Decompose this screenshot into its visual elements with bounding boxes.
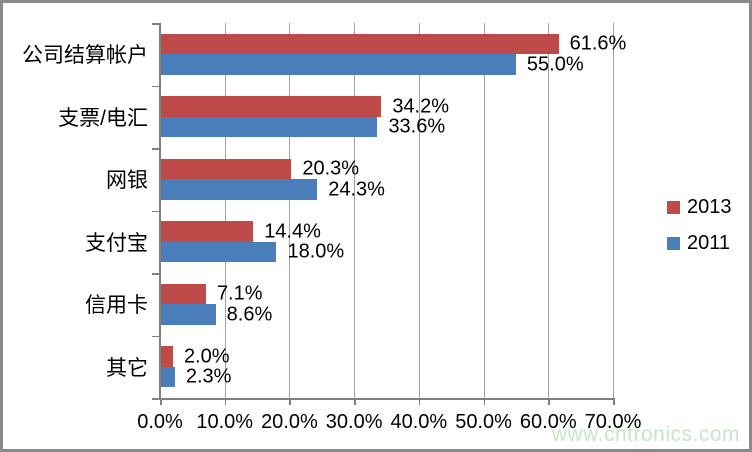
- gridline-40: [418, 23, 420, 398]
- legend-item-2013: 2013: [667, 196, 732, 219]
- value-label-2013-5: 2.0%: [183, 345, 230, 367]
- x-tick-label-40: 40.0%: [390, 411, 448, 433]
- x-axis-tick-40: [418, 398, 421, 405]
- bar-2013-2: [160, 158, 292, 180]
- legend-label-2011: 2011: [687, 232, 731, 254]
- y-axis-tick-4: [152, 273, 160, 275]
- x-tick-label-30: 30.0%: [325, 411, 383, 433]
- bar-2011-2: [160, 179, 318, 200]
- value-label-2011-5: 2.3%: [185, 365, 232, 388]
- x-axis-tick-70: [613, 398, 615, 405]
- value-label-2011-2: 24.3%: [328, 178, 385, 200]
- value-label-2013-3: 14.4%: [264, 220, 321, 242]
- x-tick-label-70: 70.0%: [584, 411, 642, 433]
- gridline-60: [548, 23, 550, 398]
- x-tick-label-50: 50.0%: [455, 411, 512, 433]
- y-axis-tick-1: [152, 85, 160, 87]
- bar-2011-4: [160, 304, 216, 325]
- bar-2013-3: [160, 221, 254, 242]
- x-tick-label-20: 20.0%: [261, 411, 318, 433]
- legend-item-2011: 2011: [667, 232, 732, 255]
- x-axis-tick-0: [160, 398, 162, 405]
- category-label-2: 网银: [106, 169, 148, 193]
- x-axis-tick-50: [483, 398, 486, 405]
- watermark: www.cntronics.com: [551, 423, 740, 446]
- bar-2013-4: [160, 283, 206, 305]
- y-axis-tick-2: [152, 148, 160, 150]
- bar-2011-5: [160, 366, 175, 388]
- bar-2011-1: [160, 116, 378, 138]
- bar-2011-3: [160, 241, 277, 263]
- y-axis: [159, 23, 161, 398]
- bar-2013-5: [160, 346, 173, 367]
- gridline-30: [354, 23, 356, 398]
- x-tick-label-10: 10.0%: [196, 411, 254, 433]
- y-axis-tick-0: [152, 23, 160, 25]
- x-axis-tick-20: [289, 398, 291, 405]
- category-label-3: 支付宝: [85, 231, 148, 255]
- y-axis-tick-3: [152, 210, 160, 212]
- value-label-2011-3: 18.0%: [287, 240, 345, 263]
- value-label-2013-4: 7.1%: [216, 282, 263, 305]
- gridline-10: [224, 23, 226, 398]
- gridline-20: [289, 23, 291, 398]
- value-label-2013-2: 20.3%: [302, 157, 360, 180]
- x-axis-tick-10: [224, 398, 227, 405]
- legend-swatch-2013: [667, 201, 680, 214]
- x-tick-label-60: 60.0%: [519, 411, 577, 433]
- value-label-2011-1: 33.6%: [388, 115, 446, 138]
- legend: 2013 2011: [667, 196, 732, 268]
- x-axis: [152, 398, 614, 400]
- bar-2011-0: [160, 54, 516, 75]
- category-label-1: 支票/电汇: [58, 106, 148, 130]
- y-axis-tick-5: [152, 335, 160, 337]
- value-label-2011-4: 8.6%: [226, 303, 273, 325]
- category-label-0: 公司结算帐户: [22, 44, 148, 68]
- bar-2013-1: [160, 96, 382, 117]
- value-label-2013-1: 34.2%: [392, 95, 450, 117]
- gridline-50: [483, 23, 485, 398]
- x-axis-tick-30: [354, 398, 356, 405]
- category-label-4: 信用卡: [85, 294, 148, 318]
- value-label-2013-0: 61.6%: [569, 32, 627, 55]
- x-axis-tick-60: [548, 398, 550, 405]
- legend-swatch-2011: [667, 237, 680, 250]
- legend-label-2013: 2013: [687, 196, 732, 218]
- x-tick-label-0: 0.0%: [137, 411, 183, 433]
- bar-2013-0: [160, 33, 559, 55]
- value-label-2011-0: 55.0%: [526, 53, 584, 75]
- gridline-70: [613, 23, 614, 398]
- category-label-5: 其它: [106, 356, 148, 380]
